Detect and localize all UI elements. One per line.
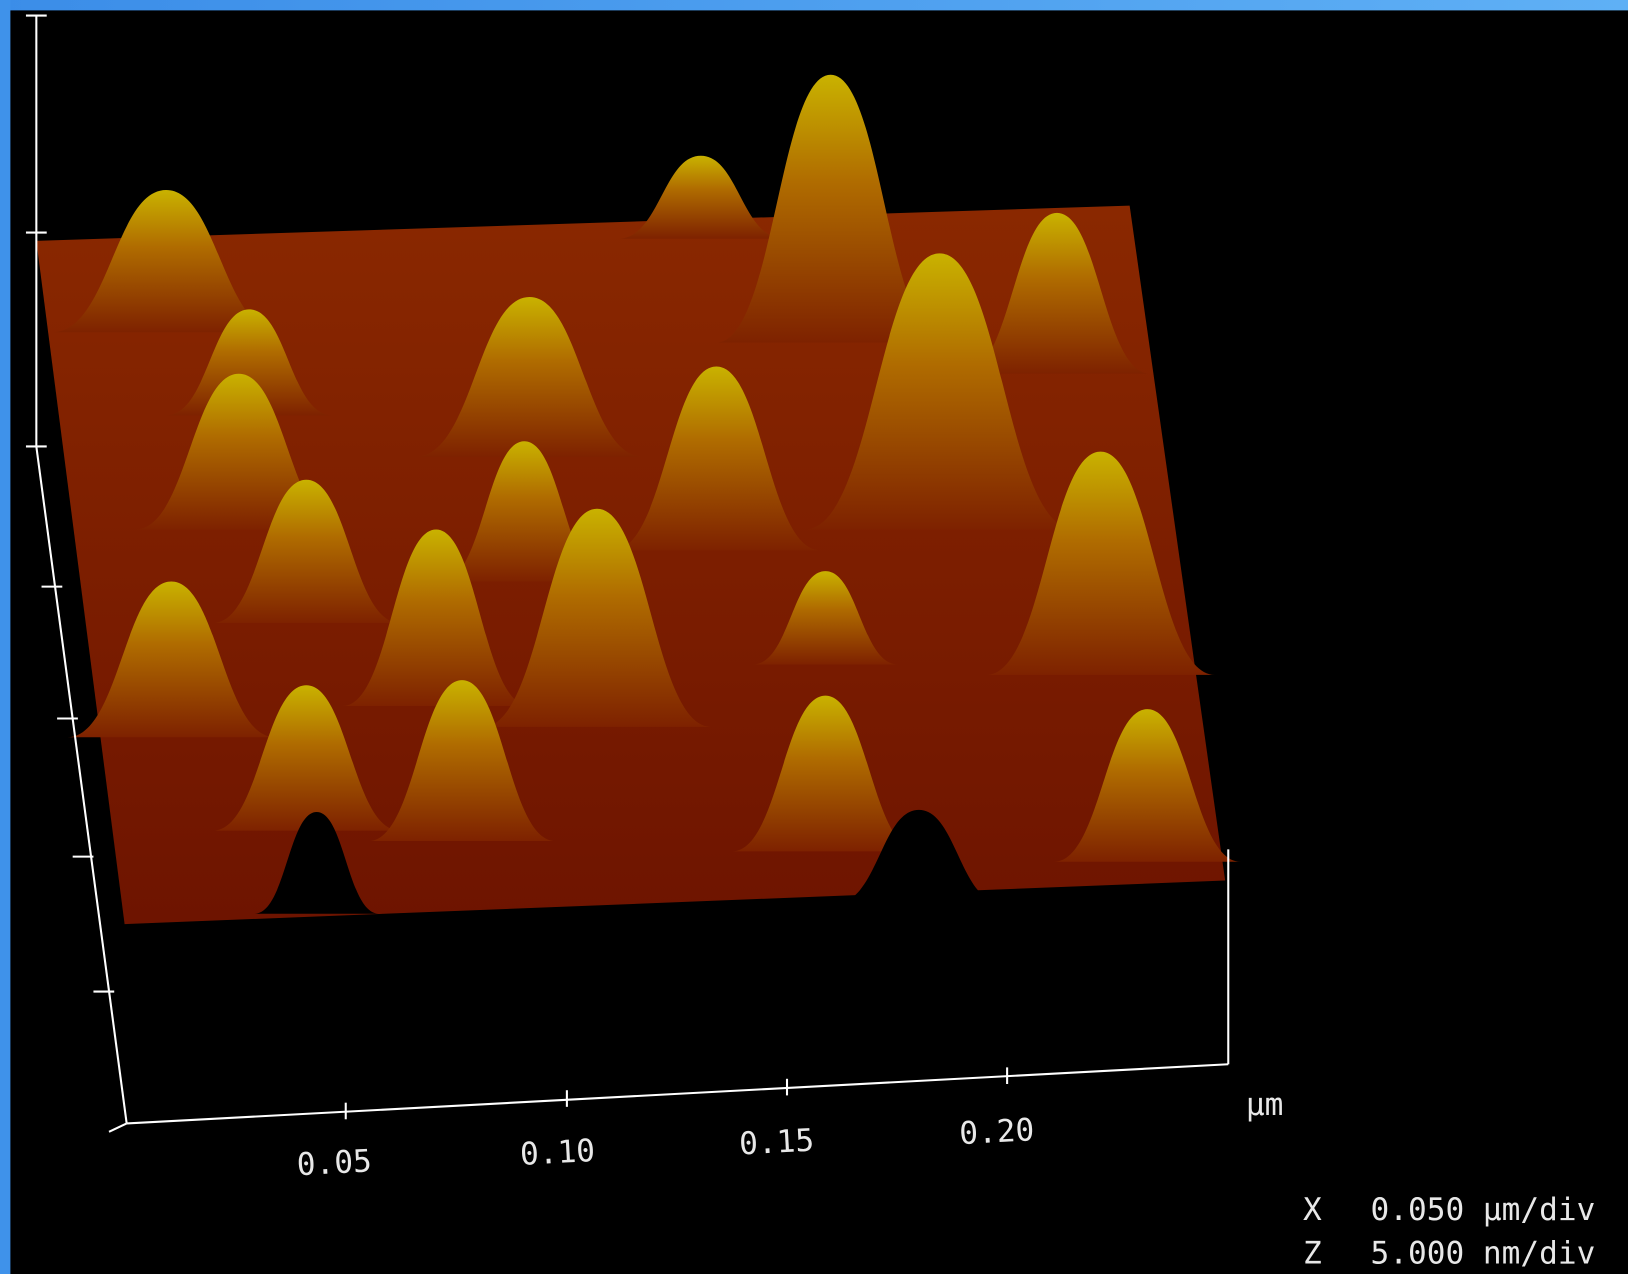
scale-value: 0.050 µm/div xyxy=(1371,1192,1596,1228)
scale-axis: X xyxy=(1303,1192,1322,1228)
x-tick-label: 0.20 xyxy=(958,1112,1035,1152)
page: 0.05 0.10 0.15 0.20 µm X 0.050 µm/div Z … xyxy=(0,0,1628,1274)
x-tick-label: 0.15 xyxy=(738,1123,815,1163)
peak-shape xyxy=(618,156,784,239)
frame-left xyxy=(0,0,10,1274)
x-tick-label: 0.10 xyxy=(519,1133,596,1173)
scale-value: 5.000 nm/div xyxy=(1371,1236,1596,1272)
x-tick-label: 0.05 xyxy=(296,1143,373,1183)
scale-axis: Z xyxy=(1303,1236,1322,1272)
x-unit: µm xyxy=(1246,1087,1283,1123)
frame-top xyxy=(0,0,1628,10)
afm-view: 0.05 0.10 0.15 0.20 µm X 0.050 µm/div Z … xyxy=(0,0,1628,1274)
